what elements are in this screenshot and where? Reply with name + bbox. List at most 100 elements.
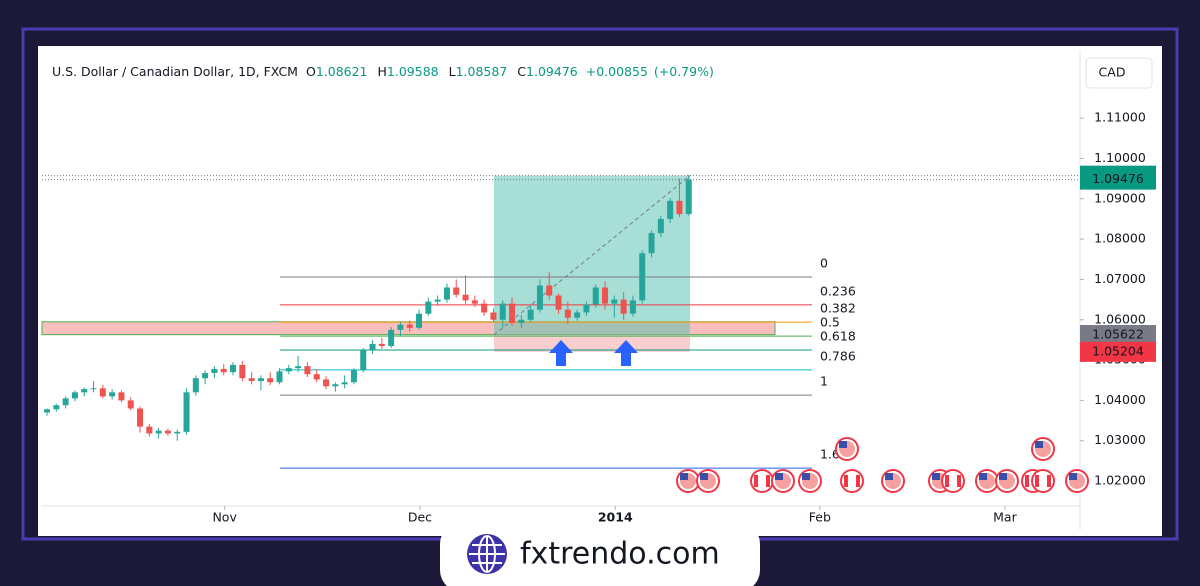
ohlc-value: 1.09588 xyxy=(387,64,439,79)
event-flag-canton xyxy=(979,473,987,480)
candle-body xyxy=(657,218,664,234)
arrow-up xyxy=(614,340,638,366)
event-flag xyxy=(1040,475,1046,487)
event-flag-side xyxy=(754,475,758,487)
candle-body xyxy=(81,389,88,393)
x-tick-label: Feb xyxy=(809,510,831,525)
candle-body xyxy=(220,368,227,373)
candle-body xyxy=(583,304,590,313)
price-badge-label: 1.05204 xyxy=(1092,343,1144,358)
candle-body xyxy=(164,430,171,434)
x-tick-label: Dec xyxy=(408,510,432,525)
candle-body xyxy=(257,378,264,382)
candle-body xyxy=(62,398,69,406)
candle-body xyxy=(109,392,116,397)
candle-body xyxy=(676,200,683,215)
price-badge xyxy=(1080,325,1156,345)
y-tick-label: 1.04000 xyxy=(1094,392,1146,407)
candle-body xyxy=(546,285,553,296)
price-badge-label: 1.09476 xyxy=(1092,171,1144,186)
candle-body xyxy=(611,299,618,304)
candle-body xyxy=(211,368,218,373)
event-flag-side xyxy=(1025,475,1029,487)
candle-body xyxy=(667,200,674,219)
candle-body xyxy=(285,368,292,372)
event-flag-side xyxy=(844,475,848,487)
x-tick-label: 2014 xyxy=(598,510,633,525)
candle-body xyxy=(248,378,255,382)
candle-body xyxy=(685,179,692,215)
event-flag xyxy=(950,475,956,487)
candle-body xyxy=(323,379,330,387)
candle-body xyxy=(360,350,367,371)
event-flag-canton xyxy=(839,441,847,448)
event-flag-side xyxy=(766,475,770,487)
candle-body xyxy=(406,324,413,328)
candle-body xyxy=(276,371,283,383)
fib-label: 0.5 xyxy=(820,315,840,330)
event-flag-canton xyxy=(885,473,893,480)
fib-label: 0.236 xyxy=(820,283,856,298)
candle-body xyxy=(155,430,162,434)
candle-body xyxy=(527,309,534,320)
symbol: U.S. Dollar / Canadian Dollar, 1D, FXCM xyxy=(52,64,298,79)
event-flag-side xyxy=(945,475,949,487)
event-flag-canton xyxy=(999,473,1007,480)
candle-body xyxy=(416,313,423,328)
buy-arrows xyxy=(549,340,638,366)
candle-body xyxy=(99,388,106,397)
brand-logo xyxy=(467,534,507,574)
candle-body xyxy=(397,324,404,330)
event-flag xyxy=(759,475,765,487)
event-flag-canton xyxy=(932,473,940,480)
candle-body xyxy=(137,408,144,427)
candle-body xyxy=(509,303,516,323)
trade-path xyxy=(493,175,691,336)
candle-body xyxy=(620,299,627,314)
fib-label: 0.382 xyxy=(820,301,856,316)
ohlc-key: C xyxy=(517,64,526,79)
chart-title: U.S. Dollar / Canadian Dollar, 1D, FXCM O… xyxy=(52,64,714,79)
candle-body xyxy=(592,287,599,305)
arrow-up xyxy=(549,340,573,366)
candle-body xyxy=(425,301,432,314)
event-flag-side xyxy=(957,475,961,487)
y-tick-label: 1.11000 xyxy=(1094,110,1146,125)
candle-body xyxy=(639,253,646,301)
change-pct: (+0.79%) xyxy=(654,64,714,79)
candle-body xyxy=(434,299,441,302)
candle-body xyxy=(518,319,525,323)
event-flag-canton xyxy=(1069,473,1077,480)
candle-body xyxy=(378,343,385,346)
back-layer xyxy=(41,175,1080,469)
y-tick-label: 1.07000 xyxy=(1094,271,1146,286)
event-flag-canton xyxy=(700,473,708,480)
y-tick-label: 1.06000 xyxy=(1094,311,1146,326)
loss-zone xyxy=(494,335,690,352)
candle-body xyxy=(202,372,209,379)
candle-body xyxy=(388,329,395,346)
event-flag-canton xyxy=(775,473,783,480)
candle-body xyxy=(304,366,311,375)
y-tick-label: 1.10000 xyxy=(1094,150,1146,165)
ohlc-value: 1.09476 xyxy=(526,64,578,79)
candle-body xyxy=(453,287,460,295)
currency-button[interactable] xyxy=(1085,57,1153,89)
candle-body xyxy=(350,370,357,383)
candle-body xyxy=(369,343,376,350)
candle-body xyxy=(53,405,60,410)
event-flag-side xyxy=(1047,475,1051,487)
candle-body xyxy=(90,388,97,390)
ohlc-value: 1.08621 xyxy=(316,64,368,79)
event-icons xyxy=(676,437,1089,493)
fib-label: 0.618 xyxy=(820,329,856,344)
candle-body xyxy=(602,287,609,304)
price-badge xyxy=(1080,341,1156,362)
fib-label: 0 xyxy=(820,256,828,271)
candle-body xyxy=(239,364,246,379)
ohlc-key: O xyxy=(306,64,316,79)
fib-label: 1 xyxy=(820,374,828,389)
currency-label[interactable]: CAD xyxy=(1099,65,1126,80)
